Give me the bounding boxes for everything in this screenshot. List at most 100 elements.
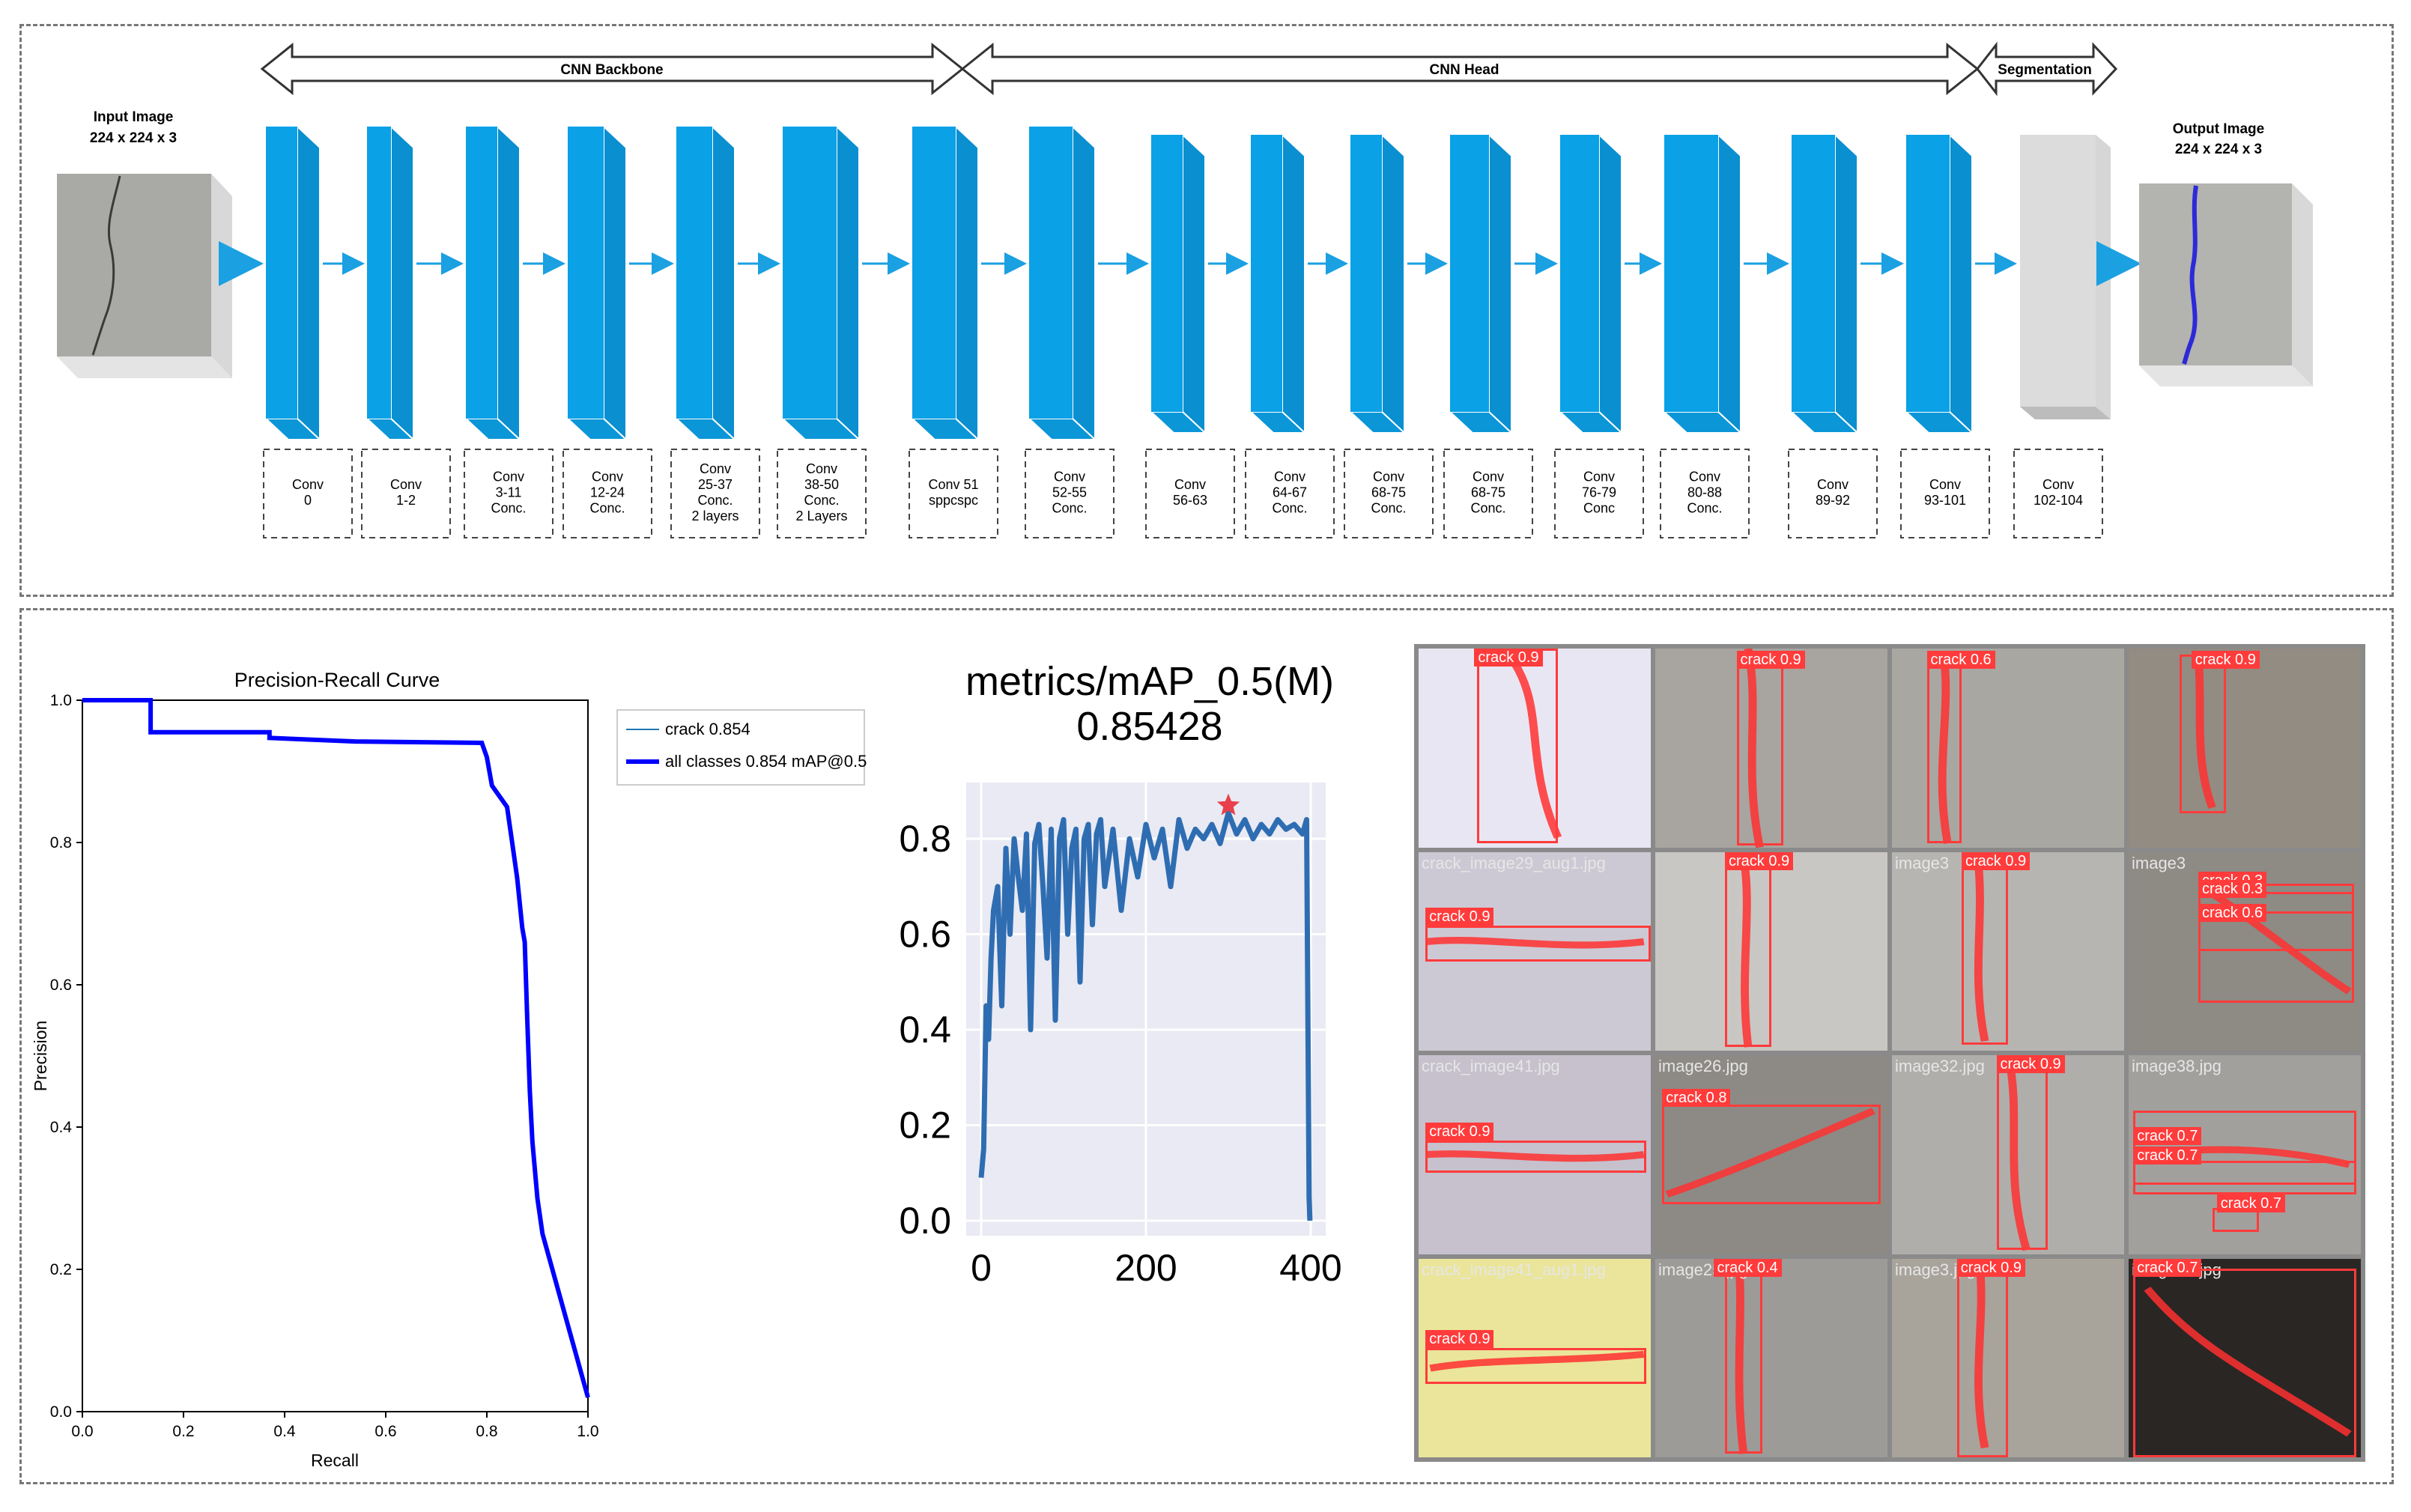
bounding-box [1926,658,1962,844]
detection-label: crack 0.9 [1736,650,1805,669]
image-filename: image32.jpg [1895,1057,1985,1075]
conv-block-7 [910,124,980,442]
layer-label-line: Conv [1817,477,1849,492]
detection-tile-9: crack_image41.jpg crack 0.9 [1419,1055,1651,1254]
layer-label-line: Conc. [1052,501,1087,516]
detection-tile-1: crack 0.9 [1419,649,1651,848]
map-ytick-label: 0.0 [899,1200,951,1242]
crack-mask [1974,1268,1989,1448]
layer-label-line: Conv [1583,470,1615,485]
detection-label: crack 0.6 [2198,903,2267,922]
layer-label-line: Conv [592,470,623,485]
pr-xtick-label: 0.0 [71,1423,93,1440]
section-label-backbone: CNN Backbone [560,62,663,78]
detection-results-grid: crack 0.9 crack 0.9 crack 0.6 crack 0.9 crac… [1414,644,2365,1462]
segmentation-block [2020,135,2111,419]
crack-mask [1974,857,1989,1042]
crack-mask [2207,888,2352,995]
layer-label-line: 3-11 [496,485,522,500]
map-chart: metrics/mAP_0.5(M) 0.85428 0.0 0.2 0.4 0.6 0… [899,659,1341,1289]
pr-series-all-classes [82,698,590,1398]
detection-tile-14: image25.jpg crack 0.4 [1655,1258,1887,1457]
pr-title: Precision-Recall Curve [234,669,440,691]
section-label-head: CNN Head [1430,62,1499,78]
layer-label-line: Conv [2042,477,2074,492]
layer-label-line: Conc. [1371,501,1406,516]
bounding-box [1725,855,1771,1047]
image-filename: crack_image41_aug1.jpg [1422,1260,1606,1279]
image-filename: image3 [2132,853,2186,872]
conv-block-14 [1662,133,1743,435]
pr-xtick-label: 0.6 [374,1423,396,1440]
crack-mask [1425,1150,1645,1162]
detection-label: crack 0.7 [2133,1147,2202,1165]
bounding-box [2133,1268,2356,1457]
pr-xtick-label: 0.2 [172,1423,194,1440]
layer-label-line: 64-67 [1273,485,1307,500]
detection-tile-2: crack 0.9 [1655,649,1887,848]
detection-label: crack 0.7 [2216,1194,2285,1212]
layer-label-line: 89-92 [1816,493,1850,508]
detection-tile-12: image38.jpg crack 0.7 crack 0.7 crack 0.7 [2129,1055,2361,1254]
map-series-line [978,810,1313,1221]
bounding-box [1662,1105,1881,1205]
layer-label-line: Conv [1274,470,1305,485]
detection-tile-5: crack_image29_aug1.jpg crack 0.9 [1419,851,1651,1051]
detection-label: crack 0.6 [1926,650,1995,669]
map-xtick-label: 0 [971,1247,992,1289]
layer-label-line: Conc. [589,501,625,516]
conv-block-6 [780,124,861,442]
layer-label-line: 38-50 [804,477,839,492]
detection-label: crack 0.9 [2191,650,2260,669]
layer-label-line: Conc. [1272,501,1307,516]
input-image-label: Input Image [94,109,174,125]
bounding-box [1956,1268,2008,1457]
pr-xtick-label: 1.0 [577,1423,598,1440]
detection-label: crack 0.3 [2198,879,2267,898]
layer-label-line: Conv [1174,477,1206,492]
crack-mask [1744,649,1764,848]
map-ytick-label: 0.6 [899,914,951,956]
bounding-box [1476,649,1558,844]
detection-tile-7: image3 crack 0.9 [1892,851,2124,1051]
layer-label-line: Conv [1473,470,1504,485]
layer-label-line: Conv [1929,477,1961,492]
conv-block-12 [1448,133,1514,435]
crack-mask [1938,652,1952,844]
crack-mask [2004,1055,2031,1251]
pr-ytick-label: 1.0 [50,692,72,709]
layer-label-line: Conv [806,461,837,476]
output-image: Output Image 224 x 224 x 3 [2139,121,2313,386]
crack-mask [1425,936,1645,949]
bounding-box [1736,654,1783,845]
conv-block-8 [1027,124,1097,442]
section-arrow-segmentation: Segmentation [1976,41,2118,97]
section-arrow-backbone: CNN Backbone [260,42,965,96]
layer-label-line: 76-79 [1582,485,1616,500]
crack-mask [1429,1350,1645,1372]
crack-mask [2194,654,2216,809]
pr-xtick-label: 0.8 [476,1423,497,1440]
pr-ylabel: Precision [31,1021,50,1092]
bounding-box [2180,654,2227,814]
conv-block-16 [1904,133,1974,435]
pr-ytick-label: 0.8 [50,834,72,851]
layer-label-line: 2 layers [691,508,739,523]
layer-label-line: 56-63 [1173,493,1207,508]
crack-mask [2144,1286,2352,1436]
bounding-box [2133,1160,2356,1185]
crack-mask [1739,855,1753,1048]
layer-label-line: Conv [493,470,524,485]
